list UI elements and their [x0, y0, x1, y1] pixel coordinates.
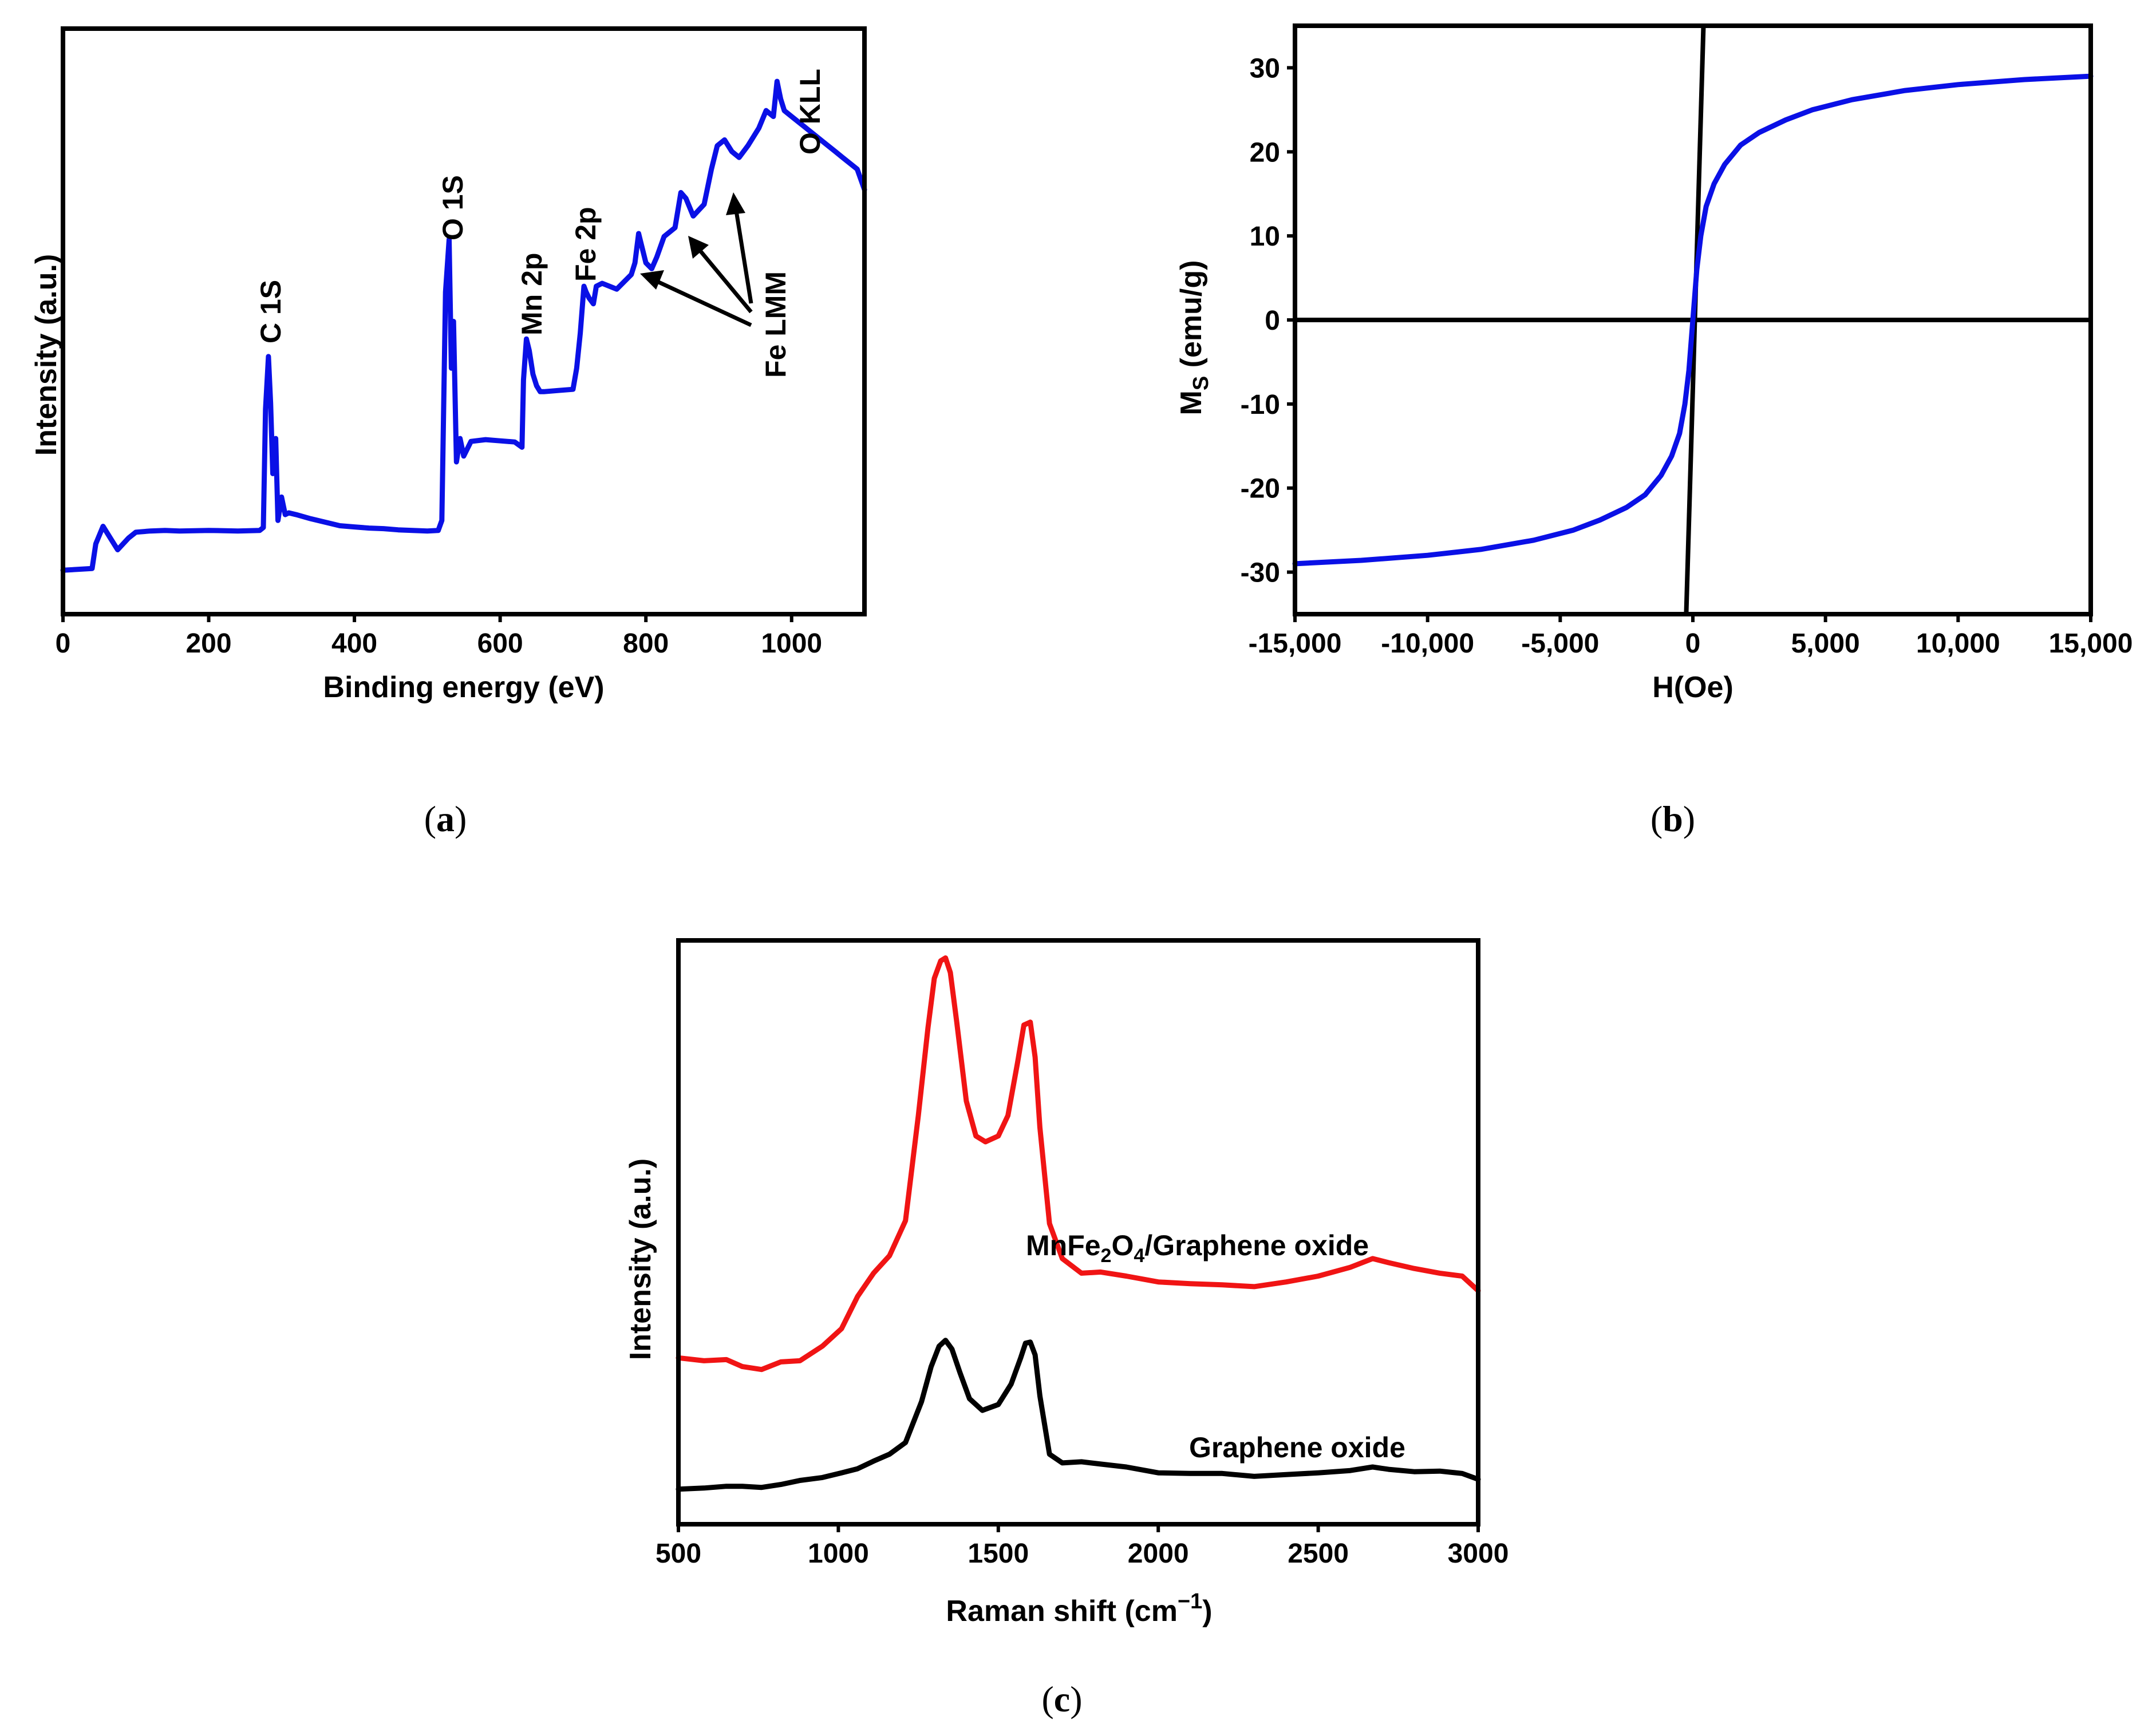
xps-plot-frame — [61, 26, 867, 616]
raman-x-axis-label: Raman shift (cm−1) — [946, 1589, 1212, 1628]
raman-x-axis-ticks: 500 1000 1500 2000 2500 3000 — [656, 1524, 1509, 1569]
mn2p-peak-label: Mn 2p — [516, 253, 548, 335]
mh-x-tick-label: 5,000 — [1791, 628, 1860, 659]
mh-x-axis-label: H(Oe) — [1652, 671, 1734, 704]
xps-x-tick-label: 600 — [477, 628, 523, 659]
mh-curve-line — [1292, 73, 2094, 567]
raman-x-tick-label: 500 — [656, 1539, 701, 1569]
legend-label-graphene-oxide: Graphene oxide — [1189, 1431, 1405, 1464]
xps-x-axis-label: Binding energy (eV) — [323, 671, 604, 704]
mh-series-line — [1292, 73, 2094, 567]
panel-c-caption: (c) — [1041, 1679, 1082, 1719]
mh-y-tick-label: 30 — [1250, 53, 1280, 84]
mh-x-tick-label: 10,000 — [1916, 628, 2000, 659]
fe-lmm-arrowhead-1 — [640, 270, 664, 290]
raman-x-tick-label: 1500 — [968, 1539, 1029, 1569]
xps-x-axis-ticks: 0 200 400 600 800 1000 — [56, 614, 822, 659]
xps-x-tick-label: 200 — [185, 628, 231, 659]
mh-y-tick-label: -20 — [1241, 474, 1280, 504]
fe-lmm-arrow-1 — [651, 277, 752, 327]
magnetization-chart: -15,000 -10,000 -5,000 0 5,000 10,000 15,000 -… — [1175, 23, 2133, 839]
okll-peak-label: O KLL — [794, 69, 826, 155]
raman-x-tick-label: 2000 — [1128, 1539, 1189, 1569]
xps-y-axis-label: Intensity (a.u.) — [30, 254, 63, 456]
xps-x-tick-label: 800 — [623, 628, 669, 659]
mh-y-tick-label: 10 — [1250, 222, 1280, 252]
xps-survey-line — [60, 78, 867, 573]
fe-lmm-arrow-3 — [733, 207, 753, 304]
xps-x-tick-label: 400 — [331, 628, 377, 659]
xps-series-line — [60, 78, 867, 573]
raman-x-tick-label: 1000 — [808, 1539, 869, 1569]
fe-lmm-arrowhead-3 — [726, 192, 745, 215]
mh-y-tick-label: -10 — [1241, 390, 1280, 420]
mh-x-tick-label: -10,000 — [1381, 628, 1474, 659]
fe-lmm-arrow-2 — [696, 246, 753, 314]
raman-series-lines — [676, 955, 1481, 1492]
mh-x-tick-label: -5,000 — [1521, 628, 1599, 659]
c1s-peak-label: C 1S — [255, 280, 287, 343]
mh-y-axis-ticks: -30 -20 -10 0 10 20 30 — [1241, 53, 1295, 588]
raman-plot-frame — [676, 938, 1480, 1527]
fe-lmm-arrows — [640, 192, 753, 327]
xps-survey-chart: 0 200 400 600 800 1000 Binding energy (eV) In… — [30, 26, 867, 839]
o1s-peak-label: O 1S — [437, 175, 469, 240]
mh-x-tick-label: -15,000 — [1249, 628, 1342, 659]
raman-chart: 500 1000 1500 2000 2500 3000 Raman shift (cm−… — [624, 938, 1509, 1719]
xps-x-tick-label: 0 — [56, 628, 71, 659]
mh-x-tick-label: 15,000 — [2049, 628, 2133, 659]
mh-y-tick-label: -30 — [1241, 558, 1280, 588]
mh-x-tick-label: 0 — [1685, 628, 1701, 659]
mh-y-tick-label: 20 — [1250, 137, 1280, 168]
panel-a-caption: (a) — [424, 798, 467, 839]
xps-x-tick-label: 1000 — [761, 628, 822, 659]
fe2p-peak-label: Fe 2p — [570, 207, 602, 282]
fe-lmm-arrowhead-2 — [688, 236, 709, 259]
panel-b-caption: (b) — [1650, 798, 1695, 839]
mh-y-axis-label: MS (emu/g) — [1175, 260, 1213, 416]
mh-x-axis-ticks: -15,000 -10,000 -5,000 0 5,000 10,000 15,000 — [1249, 614, 2133, 659]
legend-label-mnfe2o4-go: MnFe2O4/Graphene oxide — [1026, 1229, 1369, 1267]
mh-y-tick-label: 0 — [1265, 306, 1280, 336]
raman-graphene-oxide-line — [676, 1338, 1481, 1492]
raman-x-tick-label: 3000 — [1448, 1539, 1509, 1569]
raman-mnfe2o4-go-line — [676, 955, 1481, 1373]
raman-x-tick-label: 2500 — [1288, 1539, 1349, 1569]
fe-lmm-peak-label: Fe LMM — [760, 271, 792, 378]
raman-y-axis-label: Intensity (a.u.) — [624, 1158, 657, 1360]
